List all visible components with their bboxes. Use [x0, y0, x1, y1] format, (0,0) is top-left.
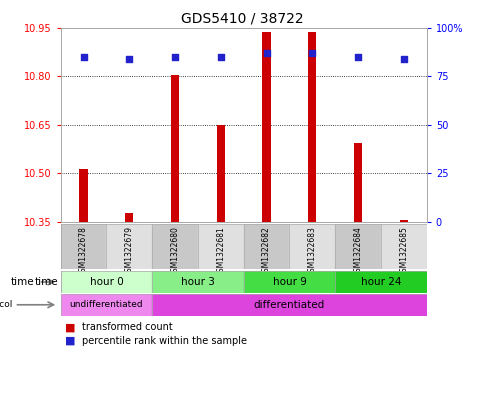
Point: [125, 55, 133, 62]
Bar: [262, 32, 270, 222]
Bar: [152, 224, 197, 269]
Text: undifferentiated: undifferentiated: [69, 300, 143, 309]
Text: GSM1322682: GSM1322682: [261, 226, 271, 277]
Text: time: time: [34, 277, 58, 287]
Bar: [79, 169, 88, 222]
Bar: [60, 28, 106, 222]
Text: hour 0: hour 0: [90, 277, 123, 287]
Text: differentiated: differentiated: [253, 300, 324, 310]
Bar: [243, 28, 289, 222]
Bar: [197, 224, 243, 269]
Bar: [380, 224, 426, 269]
Bar: [334, 271, 426, 293]
Bar: [106, 28, 152, 222]
Text: GSM1322679: GSM1322679: [124, 226, 134, 277]
Bar: [170, 75, 179, 222]
Bar: [106, 224, 152, 269]
Point: [262, 50, 270, 56]
Bar: [60, 294, 152, 316]
Text: GSM1322678: GSM1322678: [79, 226, 88, 277]
Bar: [197, 28, 243, 222]
Bar: [216, 125, 225, 222]
Bar: [334, 28, 380, 222]
Bar: [353, 143, 362, 222]
Text: transformed count: transformed count: [82, 322, 173, 332]
Bar: [152, 294, 426, 316]
Text: GSM1322685: GSM1322685: [399, 226, 408, 277]
Bar: [334, 224, 380, 269]
Point: [353, 53, 361, 60]
Text: hour 3: hour 3: [181, 277, 214, 287]
Bar: [289, 28, 334, 222]
Text: time: time: [11, 277, 34, 287]
Text: GSM1322680: GSM1322680: [170, 226, 179, 277]
Text: percentile rank within the sample: percentile rank within the sample: [82, 336, 247, 346]
Text: growth protocol: growth protocol: [0, 300, 12, 309]
Bar: [60, 224, 106, 269]
Bar: [308, 32, 316, 222]
Text: GSM1322684: GSM1322684: [353, 226, 362, 277]
Text: hour 9: hour 9: [272, 277, 306, 287]
Point: [308, 50, 316, 56]
Bar: [289, 224, 334, 269]
Bar: [152, 28, 197, 222]
Point: [171, 53, 179, 60]
Text: ■: ■: [65, 322, 76, 332]
Text: hour 24: hour 24: [360, 277, 400, 287]
Bar: [243, 271, 334, 293]
Text: ■: ■: [65, 336, 76, 346]
Point: [79, 53, 87, 60]
Bar: [60, 271, 152, 293]
Text: GSM1322681: GSM1322681: [216, 226, 225, 277]
Bar: [399, 220, 407, 222]
Bar: [380, 28, 426, 222]
Point: [399, 55, 407, 62]
Bar: [125, 213, 133, 222]
Point: [216, 53, 224, 60]
Bar: [152, 271, 243, 293]
Text: GDS5410 / 38722: GDS5410 / 38722: [181, 11, 303, 25]
Bar: [243, 224, 289, 269]
Text: GSM1322683: GSM1322683: [307, 226, 316, 277]
